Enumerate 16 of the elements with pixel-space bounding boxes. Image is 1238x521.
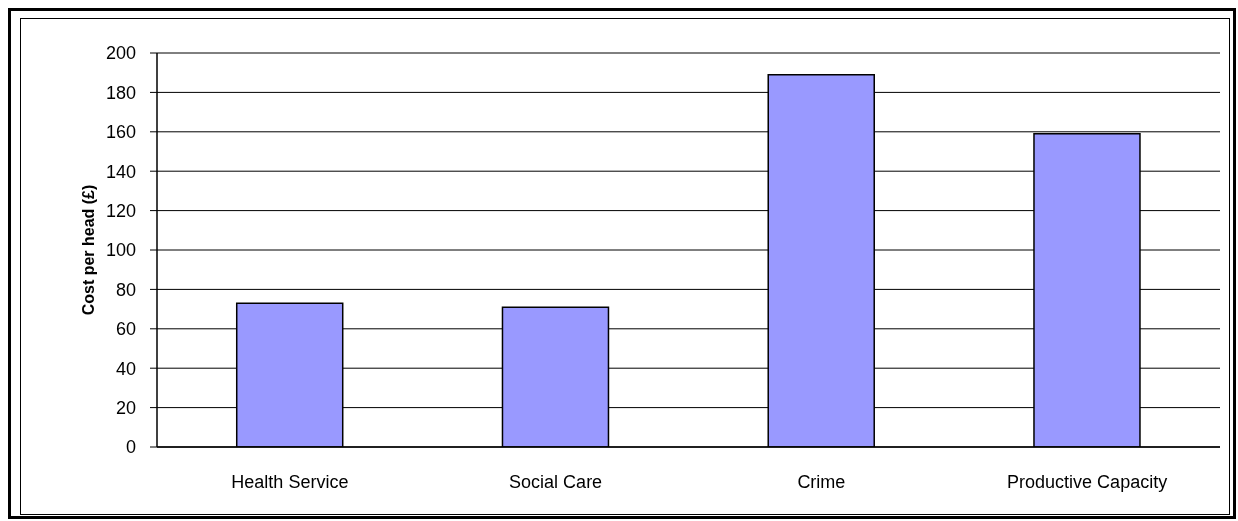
x-tick-label: Productive Capacity	[1007, 471, 1168, 492]
x-tick-label: Crime	[797, 471, 846, 492]
y-tick-label: 0	[125, 437, 136, 458]
x-tick-label: Health Service	[231, 471, 349, 492]
y-tick-label: 200	[105, 43, 136, 64]
y-tick-label: 100	[105, 240, 136, 261]
x-tick-label: Social Care	[509, 471, 603, 492]
y-tick-label: 80	[115, 279, 136, 300]
y-tick-label: 20	[115, 397, 136, 418]
y-axis-title: Cost per head (£)	[79, 184, 97, 316]
y-tick-label: 180	[105, 82, 136, 103]
y-tick-label: 60	[115, 319, 136, 340]
y-tick-label: 160	[105, 122, 136, 143]
y-tick-label: 120	[105, 200, 136, 221]
y-tick-label: 40	[115, 358, 136, 379]
y-tick-label: 140	[105, 161, 136, 182]
